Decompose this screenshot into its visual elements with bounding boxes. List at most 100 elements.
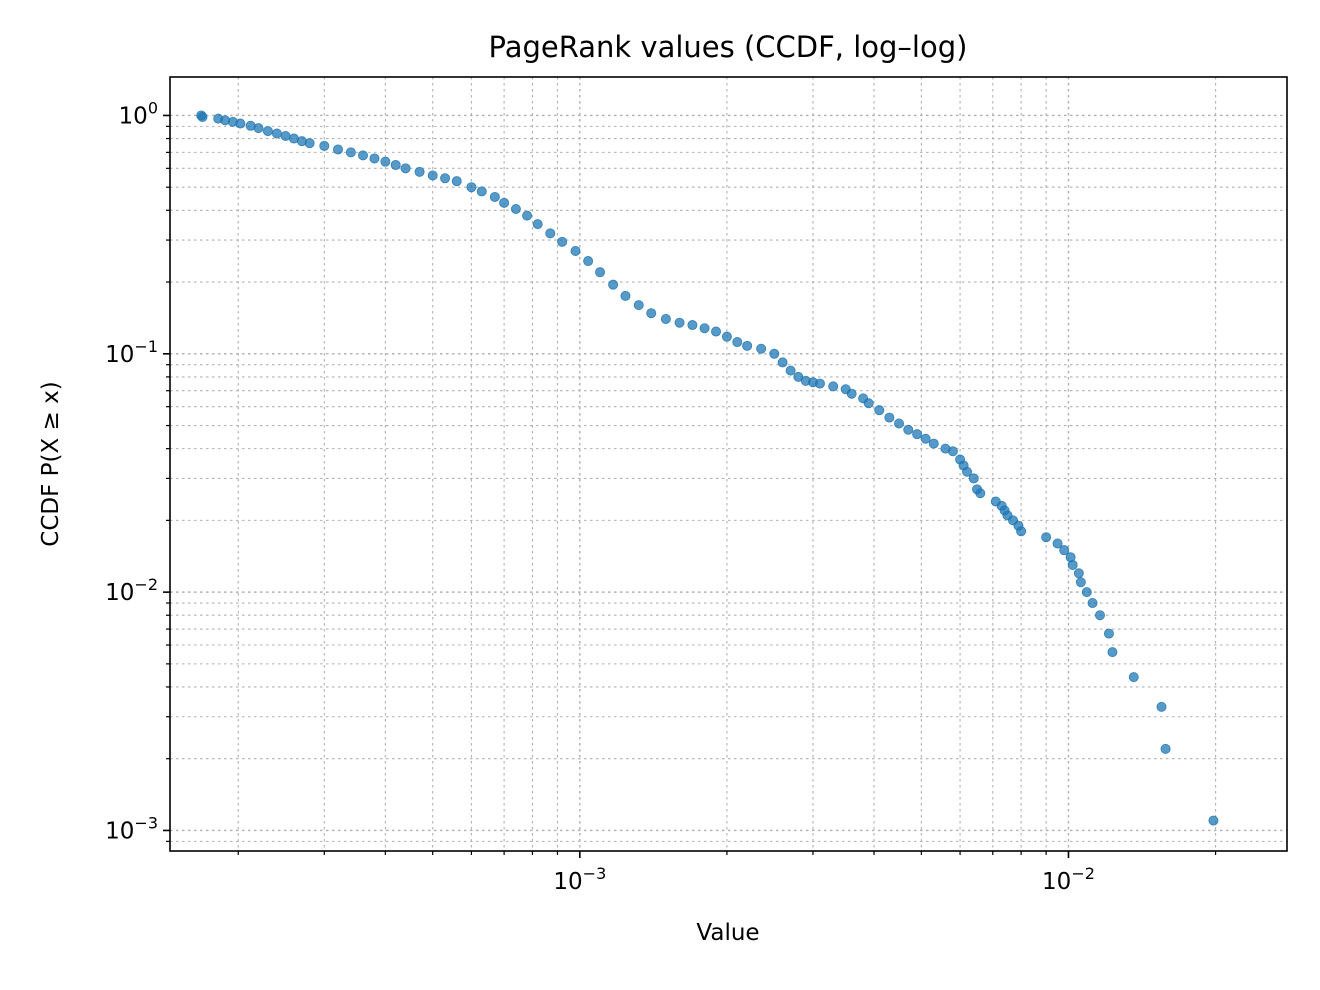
data-point [1156,701,1167,712]
data-point [732,337,743,348]
data-point [742,340,753,351]
data-point [414,166,425,177]
data-point [646,308,657,319]
data-point [476,186,487,197]
x-tick-label: 10−2 [1042,864,1095,895]
data-point [828,381,839,392]
data-point [608,279,619,290]
data-point [1094,610,1105,621]
data-point [440,173,451,184]
y-tick-label-exponent: 0 [148,98,158,117]
data-point [674,317,685,328]
data-point [699,323,710,334]
data-point [522,210,533,221]
x-tick-label-exponent: −2 [1071,864,1095,883]
data-point [1073,568,1084,579]
data-point [928,438,939,449]
data-point [532,219,543,230]
y-tick-label: 10−3 [105,813,158,844]
data-point [304,138,315,149]
data-point [380,156,391,167]
chart-title: PageRank values (CCDF, log–log) [489,30,968,64]
data-point [1103,628,1114,639]
data-point [280,131,291,142]
data-point [369,153,380,164]
data-point [846,388,857,399]
y-tick-label-exponent: −2 [134,575,158,594]
y-axis-label: CCDF P(X ≥ x) [38,381,64,546]
data-point [721,331,732,342]
x-axis-label: Value [696,920,759,946]
data-point [947,446,958,457]
data-point [390,159,401,170]
data-point [785,365,796,376]
data-point [1081,587,1092,598]
data-point [583,256,594,267]
data-point [1016,526,1027,537]
y-tick-label: 10−2 [105,575,158,606]
x-tick-label: 10−3 [553,864,606,895]
data-point [711,326,722,337]
data-point [451,176,462,187]
data-point [633,300,644,311]
data-point [1052,538,1063,549]
data-point [687,320,698,331]
data-point [253,123,264,134]
data-point [769,348,780,359]
data-point [975,488,986,499]
data-point [1075,577,1086,588]
x-tick-label-exponent: −3 [583,864,607,883]
data-point [319,140,330,151]
y-tick-label-base: 10 [105,342,134,368]
data-point [345,147,356,158]
data-point [1128,672,1139,683]
data-point [962,466,973,477]
data-point [920,433,931,444]
data-point [570,245,581,256]
y-tick-label-base: 10 [105,818,134,844]
data-point [814,378,825,389]
y-tick-label: 100 [119,98,158,129]
data-point [1208,815,1219,826]
data-point [357,150,368,161]
y-tick-label-exponent: −1 [134,337,158,356]
data-point [1059,545,1070,556]
data-point [489,191,500,202]
data-point [557,236,568,247]
y-tick-label-base: 10 [105,580,134,606]
plot-frame [169,76,1288,852]
data-point [903,424,914,435]
data-point [1041,532,1052,543]
data-point [1067,559,1078,570]
y-tick-label-base: 10 [119,103,148,129]
data-points [196,110,1219,826]
data-point [1107,647,1118,658]
data-point [595,267,606,278]
data-point [510,204,521,215]
data-point [620,290,631,301]
data-point [271,128,282,139]
data-point [545,228,556,239]
data-point [1087,598,1098,609]
x-tick-label-base: 10 [1042,869,1071,895]
grid [170,77,1287,851]
data-point [332,144,343,155]
data-point [466,182,477,193]
data-point [400,163,411,174]
data-point [968,473,979,484]
data-point [863,398,874,409]
y-tick-label: 10−1 [105,337,158,368]
data-point [884,412,895,423]
x-tick-label-base: 10 [553,869,582,895]
data-point [894,418,905,429]
data-point [427,170,438,181]
data-point [777,357,788,368]
data-point [499,197,510,208]
data-point [235,118,246,129]
data-point [1160,743,1171,754]
data-point [197,112,208,123]
data-point [262,126,273,137]
